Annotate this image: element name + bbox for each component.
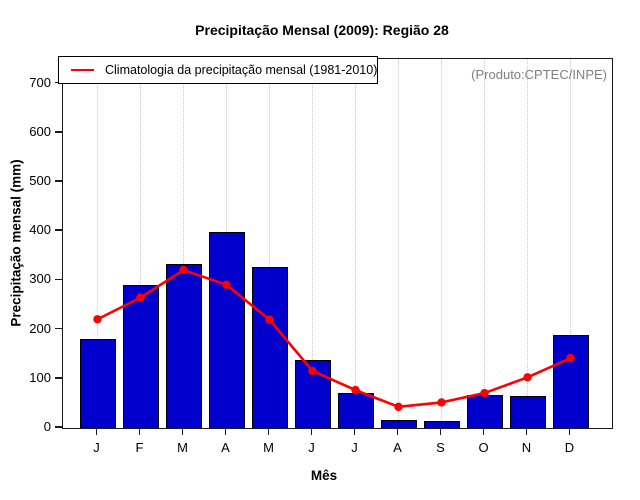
x-tick-label: D xyxy=(564,440,575,455)
bar xyxy=(552,334,589,428)
y-tick-label: 600 xyxy=(29,123,51,139)
plot-area xyxy=(62,58,613,429)
gridline xyxy=(312,59,313,428)
climatology-line-layer xyxy=(93,265,575,412)
climatology-point xyxy=(265,315,274,324)
gridline xyxy=(441,59,442,428)
bar xyxy=(509,396,546,428)
x-tick-label: S xyxy=(436,440,445,455)
gridline xyxy=(355,59,356,428)
x-tick-label: J xyxy=(308,440,315,455)
climatology-point xyxy=(93,315,102,324)
watermark-label: (Produto:CPTEC/INPE) xyxy=(471,67,607,82)
y-tick-label: 100 xyxy=(29,369,51,385)
bar xyxy=(337,393,374,428)
x-tick xyxy=(224,428,227,435)
y-tick xyxy=(55,327,62,330)
gridline xyxy=(484,59,485,428)
gridline xyxy=(398,59,399,428)
x-tick xyxy=(568,428,571,435)
legend-line-swatch xyxy=(71,68,94,72)
bar xyxy=(380,419,417,428)
y-tick-label: 300 xyxy=(29,271,51,287)
x-tick-label: A xyxy=(393,440,402,455)
gridline xyxy=(183,59,184,428)
y-tick-label: 400 xyxy=(29,222,51,238)
x-tick-label: O xyxy=(478,440,489,455)
x-tick xyxy=(439,428,442,435)
y-tick-label: 500 xyxy=(29,173,51,188)
legend-label: Climatologia da precipitação mensal (198… xyxy=(105,63,378,77)
x-tick xyxy=(95,428,98,435)
climatology-point xyxy=(480,388,489,398)
x-tick-label: M xyxy=(177,440,188,455)
x-tick-label: F xyxy=(135,440,144,455)
climatology-point xyxy=(394,402,403,412)
climatology-point xyxy=(222,280,231,290)
legend-box: Climatologia da precipitação mensal (198… xyxy=(58,56,378,84)
x-tick-label: A xyxy=(221,440,230,455)
climatology-point xyxy=(523,373,532,382)
gridline xyxy=(269,59,270,428)
x-tick xyxy=(138,428,141,435)
y-tick-label: 200 xyxy=(29,320,51,336)
bar xyxy=(251,266,288,428)
x-axis-title: Mês xyxy=(310,468,338,483)
gridline xyxy=(527,59,528,428)
y-tick xyxy=(55,278,62,281)
x-tick xyxy=(353,428,356,435)
y-tick xyxy=(55,180,62,182)
climatology-point xyxy=(351,385,360,395)
y-tick xyxy=(55,229,62,231)
y-tick-label: 700 xyxy=(29,74,51,90)
climatology-point xyxy=(308,366,317,376)
x-tick xyxy=(396,428,399,435)
x-tick xyxy=(310,428,313,435)
x-tick xyxy=(267,428,270,435)
gridline xyxy=(97,59,98,428)
bar xyxy=(423,420,460,428)
y-tick xyxy=(55,377,62,379)
x-tick xyxy=(181,428,184,435)
bar xyxy=(122,284,159,428)
gridline xyxy=(140,59,141,428)
y-tick xyxy=(55,426,62,428)
climatology-point xyxy=(566,353,575,363)
bar xyxy=(165,264,202,428)
climatology-point xyxy=(437,398,446,407)
x-tick-label: M xyxy=(263,440,274,455)
x-tick xyxy=(525,428,528,435)
bar xyxy=(208,232,245,428)
bar xyxy=(79,339,116,428)
climatology-point xyxy=(136,293,145,302)
climatology-line xyxy=(96,268,572,409)
x-tick-label: J xyxy=(351,440,358,455)
climatology-point xyxy=(179,265,188,275)
y-tick xyxy=(55,131,62,133)
x-tick-label: J xyxy=(93,440,100,455)
gridline xyxy=(570,59,571,428)
chart-title: Precipitação Mensal (2009): Região 28 xyxy=(195,22,449,38)
x-tick-label: N xyxy=(521,440,532,455)
y-tick-label: 0 xyxy=(43,419,51,434)
x-tick xyxy=(482,428,485,435)
